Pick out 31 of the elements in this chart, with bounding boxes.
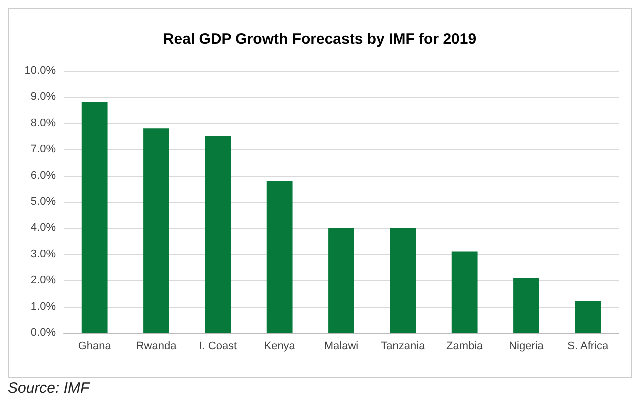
bar — [205, 136, 232, 333]
bar — [144, 128, 170, 333]
x-tick-label: Nigeria — [509, 340, 545, 352]
y-tick-label: 0.0% — [30, 327, 56, 339]
y-tick-label: 4.0% — [30, 222, 56, 234]
bar — [452, 252, 478, 333]
bar — [266, 181, 293, 333]
x-tick-label: Kenya — [264, 340, 296, 352]
y-tick-label: 7.0% — [30, 144, 56, 156]
chart-title: Real GDP Growth Forecasts by IMF for 2019 — [163, 31, 477, 48]
bar — [82, 102, 108, 333]
bar — [575, 302, 602, 333]
x-tick-label: I. Coast — [199, 340, 238, 352]
y-tick-label: 3.0% — [30, 248, 56, 260]
x-tick-label: Tanzania — [381, 340, 426, 352]
x-tick-label: Zambia — [446, 340, 484, 352]
bar — [514, 278, 540, 333]
y-tick-label: 8.0% — [30, 117, 56, 130]
y-tick-label: 1.0% — [30, 300, 56, 313]
y-tick-label: 5.0% — [30, 196, 56, 208]
y-tick-label: 6.0% — [30, 170, 56, 182]
source-note: Source: IMF — [8, 380, 92, 397]
y-tick-label: 2.0% — [30, 274, 56, 287]
x-tick-label: Malawi — [324, 340, 359, 352]
x-tick-label: Rwanda — [136, 340, 178, 352]
x-tick-label: S. Africa — [568, 340, 610, 352]
x-tick-label: Ghana — [78, 340, 112, 352]
y-tick-label: 9.0% — [30, 91, 56, 104]
bar — [390, 228, 416, 333]
bar — [328, 228, 354, 333]
y-tick-label: 10.0% — [24, 65, 56, 77]
